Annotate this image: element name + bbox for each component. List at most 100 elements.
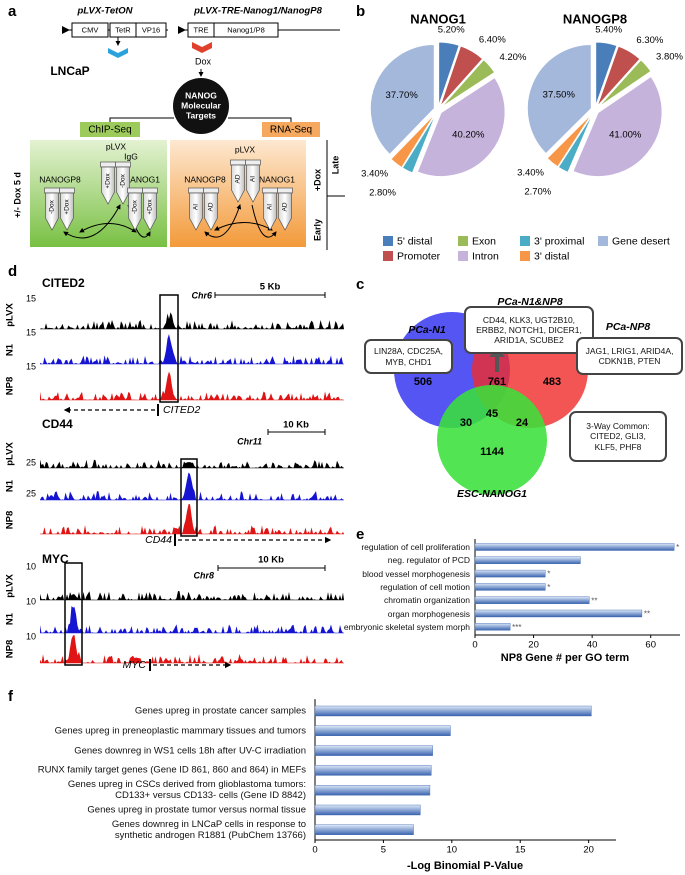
tube-cap	[100, 161, 116, 168]
sample-label: pLVX	[235, 144, 255, 154]
venn-count: 1144	[480, 446, 505, 458]
tube-cap	[245, 159, 261, 166]
venn-count: 24	[516, 417, 529, 429]
targets-label: NANOG	[185, 90, 217, 100]
bar	[474, 569, 546, 578]
pie-title: NANOGP8	[563, 11, 627, 26]
panel-label: e	[356, 526, 364, 543]
x-tick-label: 15	[515, 845, 526, 856]
tube	[278, 192, 292, 231]
chromosome: Chr11	[237, 436, 262, 446]
track-name: N1	[5, 612, 16, 625]
part-label: Nanog1/P8	[227, 25, 265, 34]
vector-part	[135, 22, 167, 38]
pie-label: 40.20%	[452, 129, 485, 140]
comparison-arrow	[204, 204, 242, 238]
tube-label: AD	[282, 202, 289, 211]
legend-label: Exon	[472, 235, 496, 247]
signal-track	[40, 334, 344, 364]
pie-label: 5.40%	[595, 25, 622, 36]
legend-swatch	[458, 236, 468, 246]
venn-count: 761	[488, 376, 506, 388]
pie-slice	[440, 58, 496, 108]
part-label: VP16	[142, 25, 160, 34]
panel-label: a	[8, 3, 17, 20]
sample-label: NANOGP8	[39, 174, 81, 184]
set-name: ESC-NANOG1	[457, 488, 527, 500]
tube-label: -Dox	[132, 199, 139, 213]
pie-slice	[416, 76, 506, 178]
gene-box	[364, 339, 453, 374]
tube-label: AD	[235, 174, 242, 183]
comparison-arrow	[63, 204, 121, 239]
track-scale: 10	[26, 631, 36, 641]
pie-label: 6.30%	[636, 35, 663, 46]
locus-title: MYC	[42, 552, 69, 566]
timeline-label: Late	[330, 156, 340, 175]
tube	[60, 192, 74, 231]
x-axis-title: -Log Binomial P-Value	[407, 860, 523, 872]
bar	[474, 609, 643, 618]
peak-box	[64, 562, 83, 666]
tube	[101, 166, 115, 205]
track-scale: 25	[26, 488, 36, 498]
bar	[314, 705, 592, 717]
tube	[143, 192, 157, 231]
panel-label: d	[8, 263, 17, 280]
tube	[128, 192, 142, 231]
x-axis-title: NP8 Gene # per GO term	[501, 652, 630, 664]
tube-cap	[230, 159, 246, 166]
track-name: pLVX	[5, 303, 16, 327]
comparison-arrow	[214, 222, 273, 231]
signal-track	[40, 605, 344, 633]
tube-label: -Dox	[120, 173, 127, 187]
track-scale: 15	[26, 361, 36, 371]
signal-track	[40, 591, 344, 600]
significance: *	[676, 543, 679, 552]
x-tick-label: 20	[528, 640, 539, 651]
x-tick-label: 5	[381, 845, 386, 856]
signal-track	[40, 459, 344, 468]
tube-cap	[44, 187, 60, 194]
tube	[189, 192, 203, 231]
signal-track	[40, 504, 344, 534]
signal-track	[40, 312, 344, 329]
pie-label: 3.40%	[361, 168, 388, 179]
legend-label: Promoter	[397, 250, 441, 262]
gene-label: MYC	[123, 659, 147, 671]
locus-title: CD44	[42, 417, 73, 431]
bar	[314, 824, 414, 835]
targets-node	[173, 78, 229, 134]
chromosome: Chr6	[191, 290, 212, 300]
tube-cap	[203, 187, 219, 194]
bar	[314, 725, 451, 736]
signal-track	[40, 472, 344, 500]
timeline-label: +Dox	[312, 169, 322, 191]
category-label: chromatin organization	[384, 595, 470, 606]
significance: *	[547, 583, 550, 592]
pie-slice	[596, 45, 641, 107]
track-name: NP8	[5, 640, 16, 658]
category-label: RUNX family target genes (Gene ID 861, 8…	[37, 764, 306, 776]
assay-label: ChIP-Seq	[88, 125, 131, 136]
tube	[246, 164, 260, 203]
track-scale: 10	[26, 596, 36, 606]
gene-box	[569, 411, 667, 462]
vector-name: pLVX-TRE-Nanog1/NanogP8	[193, 6, 322, 17]
tube	[263, 192, 277, 231]
gene-label: CITED2	[163, 404, 201, 416]
chromosome: Chr8	[193, 570, 214, 580]
track-scale: 15	[26, 327, 36, 337]
track-name: N1	[5, 479, 16, 492]
pie-slice	[595, 41, 618, 107]
category-label: Genes downreg in LNCaP cells in response…	[111, 818, 306, 841]
sample-label: NANOG1	[259, 174, 295, 184]
track-name: NP8	[5, 377, 16, 395]
pie-slice	[526, 43, 592, 155]
pie-slice	[390, 112, 436, 169]
sample-label: NANOG1	[124, 174, 160, 184]
x-tick-label: 0	[472, 640, 477, 651]
peak-box	[159, 294, 179, 403]
category-label: Genes upreg in prostate tumor versus nor…	[87, 804, 306, 816]
